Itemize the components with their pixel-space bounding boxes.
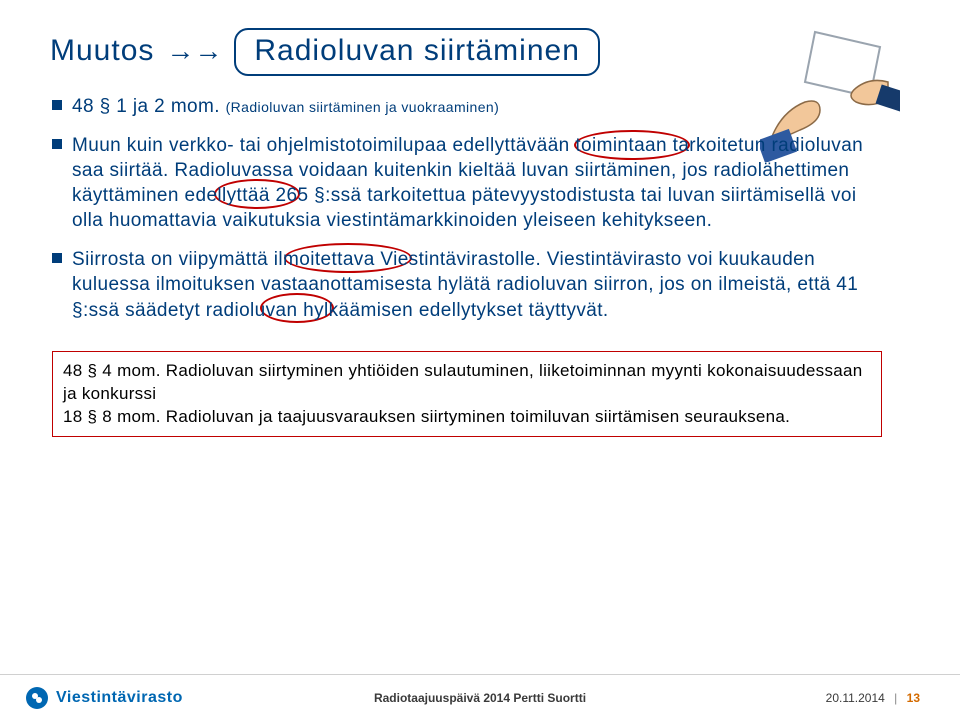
bullet-icon (52, 139, 62, 149)
bullet-icon (52, 100, 62, 110)
logo-text: Viestintävirasto (56, 689, 183, 707)
footer-page-number: 13 (907, 691, 920, 705)
bullet-2: Muun kuin verkko- tai ohjelmistotoimilup… (52, 133, 910, 233)
title-arrows: →→ (166, 35, 222, 67)
footer-logo: Viestintävirasto (26, 687, 183, 709)
footer: Viestintävirasto Radiotaajuuspäivä 2014 … (0, 674, 960, 720)
logo-icon (26, 687, 48, 709)
slide: Muutos →→ Radioluvan siirtäminen 48 § 1 … (0, 0, 960, 720)
note-line-2: 18 § 8 mom. Radioluvan ja taajuusvarauks… (63, 406, 871, 429)
note-box: 48 § 4 mom. Radioluvan siirtyminen yhtiö… (52, 351, 882, 438)
bullet-1: 48 § 1 ja 2 mom. (Radioluvan siirtäminen… (52, 94, 910, 119)
footer-date: 20.11.2014 (826, 691, 885, 705)
title-boxed: Radioluvan siirtäminen (234, 28, 600, 76)
content-area: 48 § 1 ja 2 mom. (Radioluvan siirtäminen… (50, 94, 910, 437)
footer-right: 20.11.2014 | 13 (826, 691, 920, 705)
bullet-icon (52, 253, 62, 263)
bullet-2-text: Muun kuin verkko- tai ohjelmistotoimilup… (72, 135, 863, 231)
bullet-1-text: 48 § 1 ja 2 mom. (Radioluvan siirtäminen… (72, 94, 499, 119)
bullet-2-para: Muun kuin verkko- tai ohjelmistotoimilup… (72, 133, 882, 233)
bullet-3-para: Siirrosta on viipymättä ilmoitettava Vie… (72, 247, 882, 322)
bullet-3: Siirrosta on viipymättä ilmoitettava Vie… (52, 247, 910, 322)
bullet-3-text: Siirrosta on viipymättä ilmoitettava Vie… (72, 249, 858, 320)
title-prefix: Muutos (50, 34, 154, 68)
footer-center-text: Radiotaajuuspäivä 2014 Pertti Suortti (374, 691, 586, 705)
footer-separator: | (894, 691, 897, 705)
note-line-1: 48 § 4 mom. Radioluvan siirtyminen yhtiö… (63, 360, 871, 406)
